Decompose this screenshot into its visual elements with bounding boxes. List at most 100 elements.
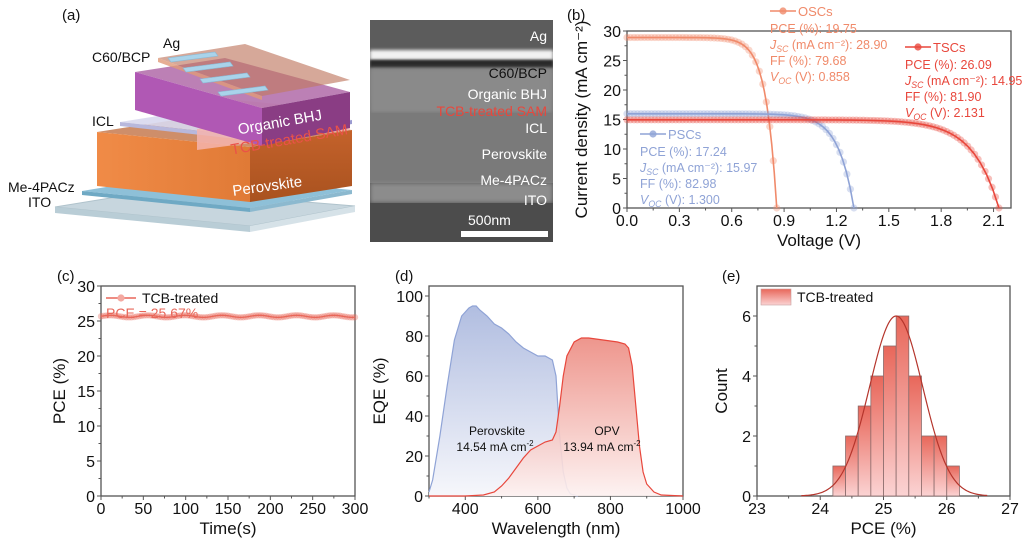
jv-marker-tscs: [835, 116, 843, 124]
jv-marker-tscs: [658, 116, 666, 124]
jv-marker-oscs: [759, 80, 767, 88]
jv-marker-pscs: [770, 110, 778, 118]
jv-marker-tscs: [724, 116, 732, 124]
jv-marker-pscs: [745, 110, 753, 118]
legend-metric-tscs: JSC (mA cm⁻²): 14.95: [904, 74, 1022, 90]
pce-trace-marker: [222, 312, 229, 319]
jv-marker-oscs: [661, 33, 669, 42]
y-tick-label: 0: [86, 489, 95, 506]
pce-trace-marker: [262, 312, 270, 320]
jv-marker-tscs: [929, 123, 937, 131]
y-tick-label: 15: [77, 384, 95, 401]
jv-marker-pscs: [637, 110, 645, 118]
pce-trace-marker: [217, 312, 224, 319]
opv-annotation-title: OPV: [594, 424, 619, 438]
jv-marker-oscs: [696, 34, 704, 42]
jv-marker-tscs: [672, 116, 680, 124]
panel-e-label: (e): [722, 268, 741, 285]
x-tick-label: 23: [748, 501, 766, 518]
jv-marker-pscs: [717, 110, 725, 118]
y-tick-label: 80: [405, 329, 423, 346]
jv-marker-pscs: [682, 110, 690, 118]
jv-marker-tscs: [804, 116, 812, 124]
jv-marker-oscs: [773, 204, 781, 212]
pce-trace-marker: [229, 313, 237, 320]
jv-marker-oscs: [689, 33, 697, 42]
pce-trace-marker: [107, 312, 115, 319]
jv-marker-tscs: [870, 116, 878, 125]
jv-marker-tscs: [644, 116, 652, 124]
pce-trace-marker: [194, 313, 201, 321]
jv-marker-tscs: [977, 161, 986, 169]
x-axis-label: Voltage (V): [777, 231, 861, 250]
ag-electrodes: [167, 51, 269, 97]
jv-marker-tscs: [779, 116, 788, 124]
pce-trace-marker: [143, 312, 150, 319]
jv-marker-tscs: [960, 139, 968, 147]
jv-marker-tscs: [793, 116, 801, 124]
jv-marker-tscs: [682, 116, 690, 124]
histogram-bar: [870, 375, 884, 497]
x-tick-label: 800: [597, 501, 624, 518]
pce-trace-marker: [133, 313, 140, 320]
legend-marker: [117, 294, 125, 302]
pce-trace-marker: [113, 312, 120, 319]
chart-b-axes: 0.0 0.3 0.6 0.9 1.2 1.5 1.8 2.1 0 5 10 15 20 25 30 Volt…: [572, 21, 1012, 250]
pce-trace-marker: [110, 312, 117, 319]
pce-trace-marker: [115, 312, 122, 320]
pce-trace-marker: [163, 314, 171, 321]
jv-marker-pscs: [644, 110, 652, 118]
jv-marker-tscs: [738, 116, 746, 124]
jv-line-pscs: [626, 112, 855, 209]
pce-trace-marker: [224, 312, 232, 319]
pce-trace-marker: [336, 312, 343, 319]
jv-marker-tscs: [845, 116, 854, 124]
jv-marker-pscs: [850, 204, 858, 212]
jv-marker-tscs: [699, 116, 708, 124]
scale-bar: [461, 231, 548, 237]
pce-trace-marker: [344, 313, 351, 321]
jv-marker-tscs: [665, 116, 673, 124]
opv-annotation-value: 13.94 mA cm-2: [563, 439, 641, 454]
pce-trace-marker: [130, 313, 138, 321]
jv-marker-pscs: [735, 110, 743, 118]
jv-marker-tscs: [797, 116, 805, 124]
jv-marker-pscs: [630, 110, 638, 118]
label-ito: ITO: [28, 194, 51, 210]
jv-marker-pscs: [672, 110, 680, 118]
pce-trace-marker: [240, 314, 247, 321]
pce-trace-marker: [227, 312, 234, 320]
perovskite-annotation-value: 14.54 mA cm-2: [456, 439, 534, 454]
jv-marker-oscs: [738, 40, 746, 48]
legend-name-pscs: PSCs: [668, 127, 702, 142]
sem-label-ito: ITO: [523, 192, 547, 208]
jv-marker-tscs: [783, 116, 791, 124]
jv-marker-pscs: [668, 110, 676, 118]
label-me4pacz: Me-4PACz: [8, 179, 75, 195]
legend-metric-oscs: VOC (V): 0.858: [770, 70, 850, 86]
histogram-bar: [921, 435, 935, 497]
jv-marker-tscs: [981, 167, 989, 176]
legend-metric-tscs: FF (%): 81.90: [905, 90, 981, 104]
jv-marker-pscs: [696, 110, 704, 118]
y-tick-label: 30: [603, 24, 621, 41]
jv-marker-tscs: [891, 117, 899, 125]
pce-trace-marker: [295, 312, 303, 319]
pce-trace-marker: [219, 312, 227, 319]
jv-marker-tscs: [821, 116, 829, 124]
x-tick-label: 0: [97, 501, 106, 518]
jv-marker-pscs: [759, 110, 767, 118]
jv-marker-tscs: [828, 116, 836, 124]
pce-trace-marker: [270, 313, 277, 321]
jv-marker-tscs: [703, 116, 711, 124]
jv-marker-tscs: [765, 116, 774, 124]
pce-trace-marker: [255, 312, 262, 319]
x-tick-label: 0.3: [668, 213, 690, 230]
pce-trace-marker: [303, 313, 310, 320]
jv-marker-pscs: [825, 129, 834, 138]
pce-trace-marker: [196, 313, 204, 321]
x-tick-label: 1.5: [878, 213, 900, 230]
jv-marker-tscs: [769, 116, 777, 124]
jv-marker-tscs: [651, 116, 659, 124]
pce-trace-marker: [212, 312, 219, 320]
